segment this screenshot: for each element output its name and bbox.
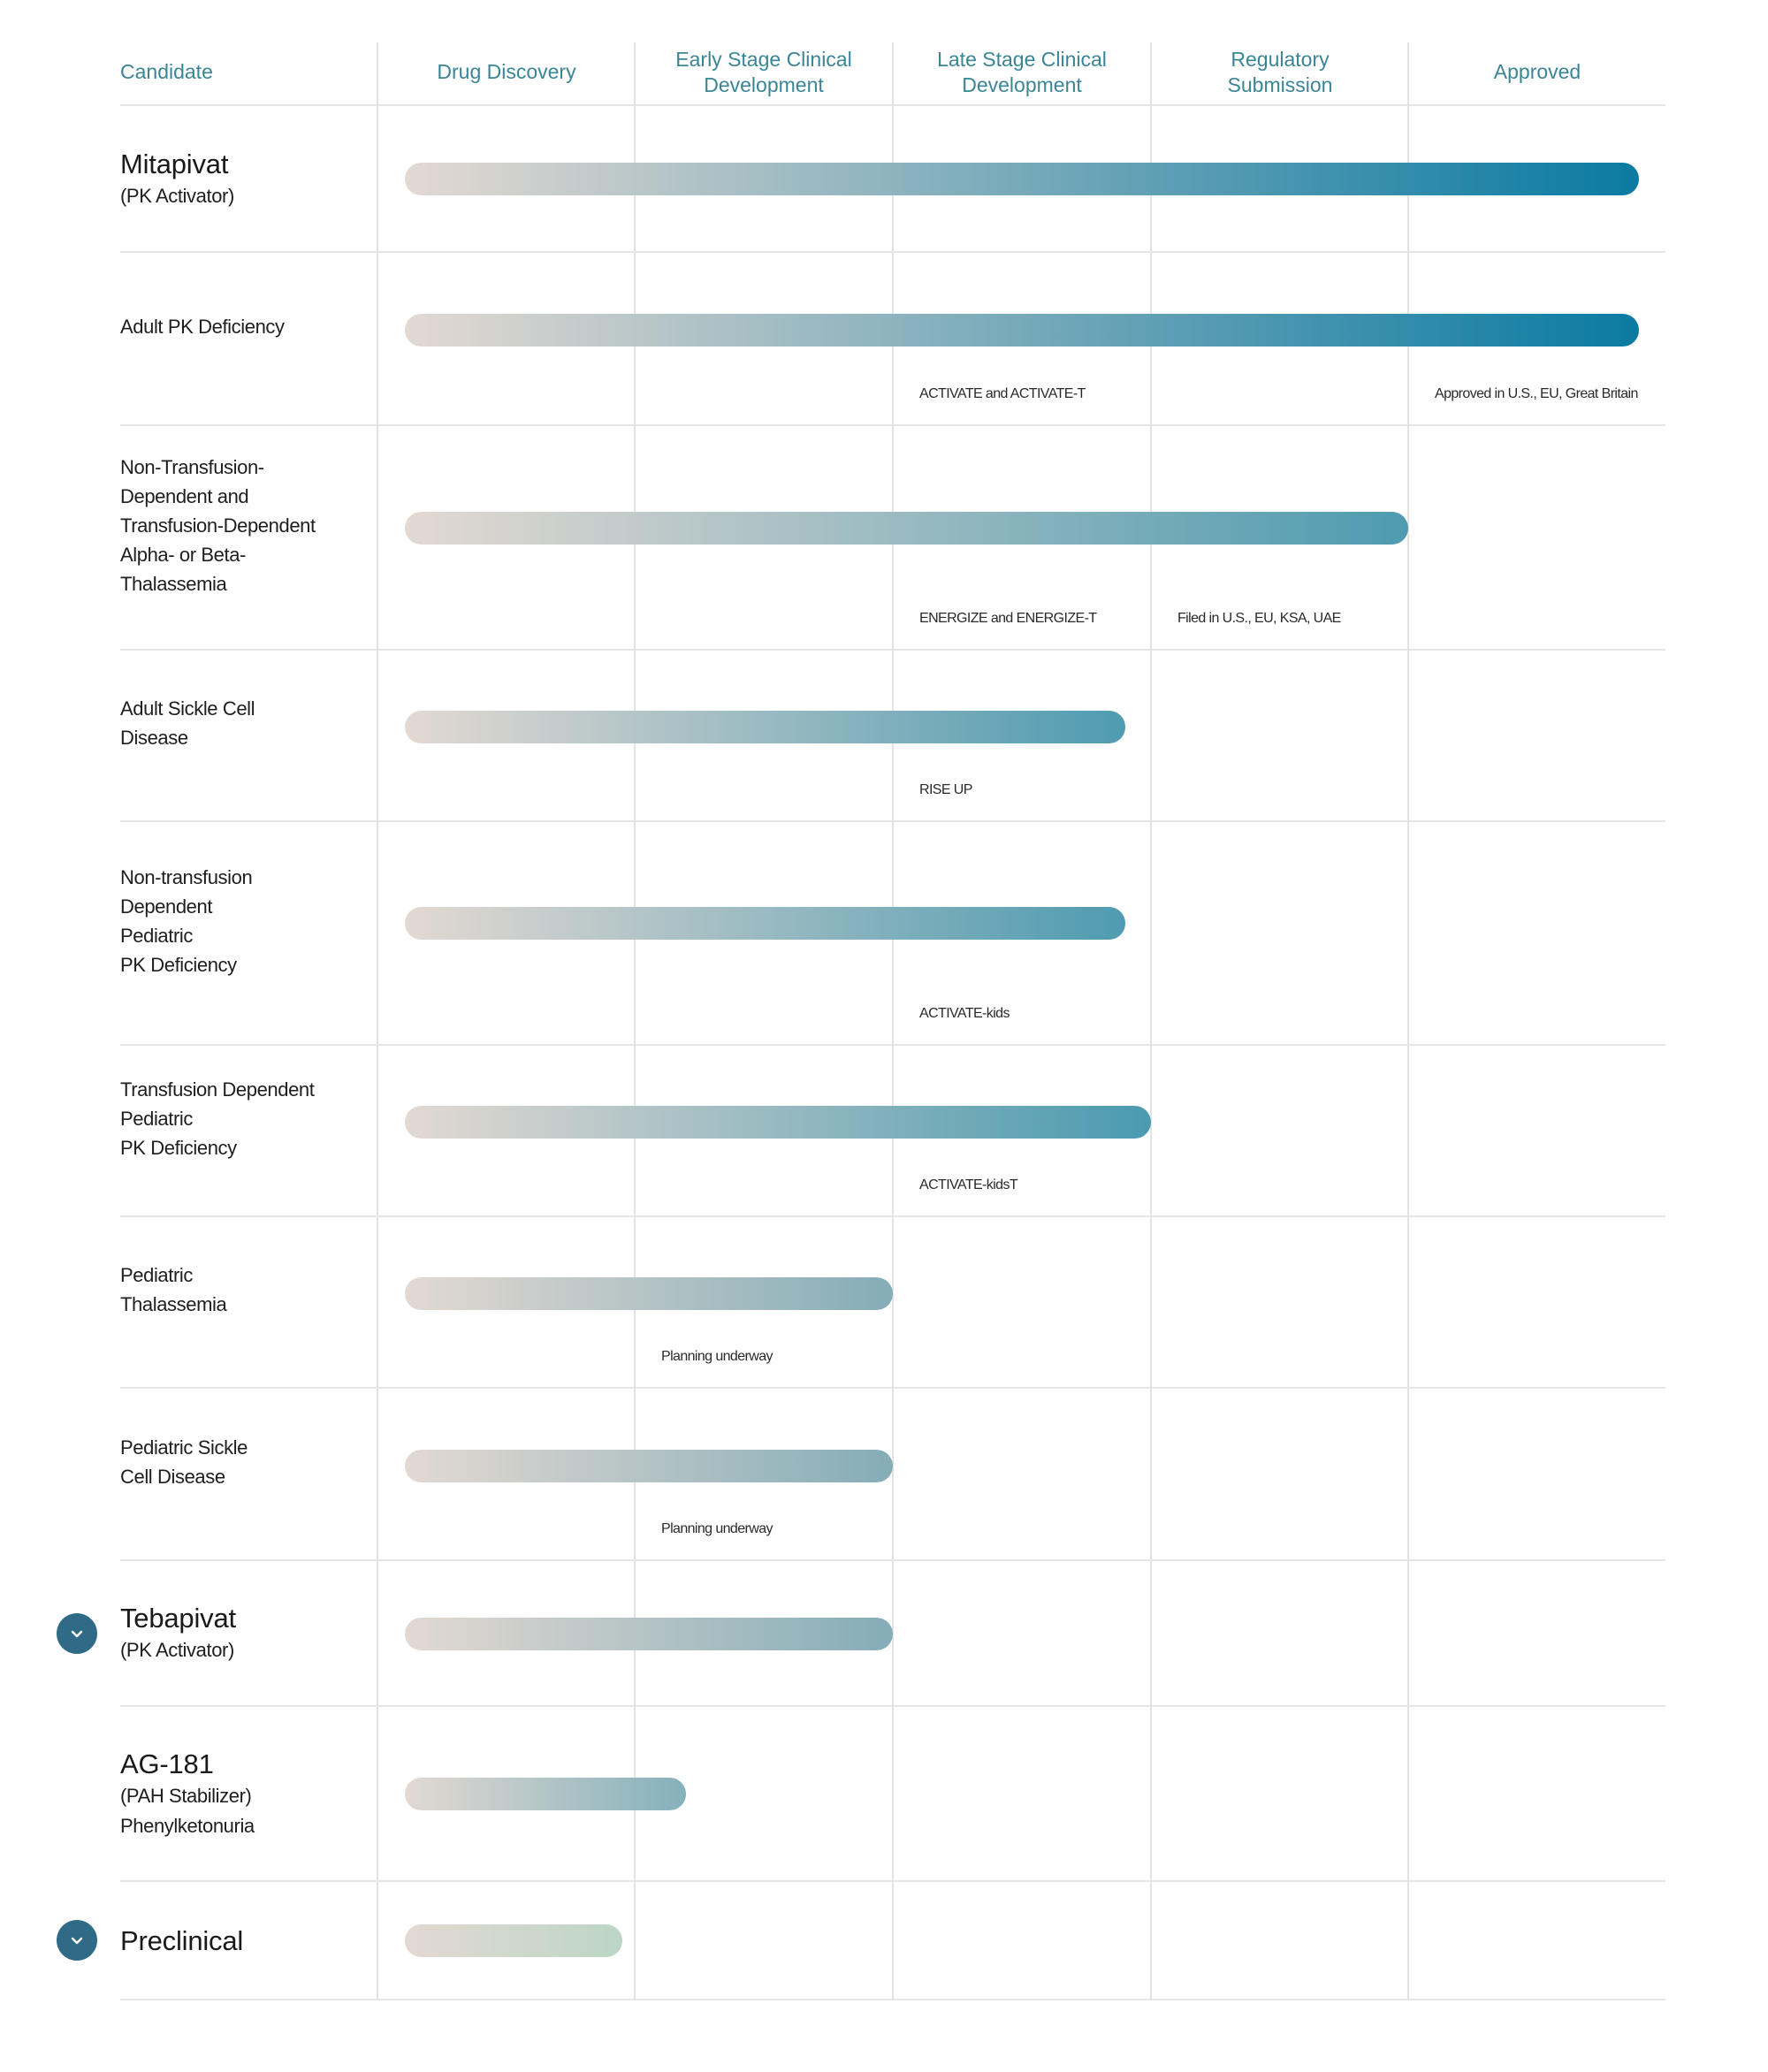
trial-note: Approved in U.S., EU, Great Britain: [1435, 386, 1638, 401]
grid-column-line: [1407, 42, 1409, 2000]
chevron-down-icon: [71, 1630, 83, 1637]
trial-note: RISE UP: [919, 782, 972, 797]
candidate-name: Preclinical: [120, 1924, 244, 1956]
row-label: Pediatric Thalassemia: [120, 1261, 227, 1319]
column-header-stage: Drug Discovery: [437, 60, 576, 83]
pipeline-progress-bar: [405, 907, 1125, 941]
row-label: Preclinical: [120, 1923, 243, 1958]
candidate-name: AG-181: [120, 1748, 214, 1779]
column-header-candidate: Candidate: [120, 60, 213, 83]
indication-label-line: Alpha- or Beta-: [120, 543, 246, 566]
row-divider: [120, 649, 1665, 651]
grid-column-line: [892, 42, 894, 2000]
row-divider: [120, 104, 1665, 106]
row-label: Pediatric Sickle Cell Disease: [120, 1433, 248, 1491]
row-label: Mitapivat (PK Activator): [120, 147, 234, 211]
row-divider: [120, 251, 1665, 253]
row-label: Adult Sickle Cell Disease: [120, 694, 255, 752]
pipeline-progress-bar: [405, 314, 1639, 347]
indication-label-line: Pediatric: [120, 924, 193, 947]
chevron-down-icon: [71, 1937, 83, 1945]
expand-toggle[interactable]: [57, 1920, 97, 1961]
indication-label-line: Transfusion Dependent: [120, 1078, 315, 1101]
expand-toggle[interactable]: [57, 1612, 97, 1654]
indication-label-line: Pediatric: [120, 1107, 193, 1130]
row-label: Tebapivat (PK Activator): [120, 1601, 236, 1665]
indication-label-line: Pediatric Sickle: [120, 1436, 248, 1459]
indication-label-line: Non-Transfusion-: [120, 455, 264, 478]
indication-label-line: Dependent and: [120, 484, 249, 507]
indication-label-line: Adult Sickle Cell: [120, 697, 255, 720]
candidate-name: Mitapivat: [120, 148, 229, 179]
trial-note: Planning underway: [661, 1349, 774, 1364]
indication-label-line: Dependent: [120, 895, 213, 918]
pipeline-progress-bar: [405, 1449, 893, 1482]
pipeline-progress-bar: [405, 711, 1125, 744]
trial-note: ENERGIZE and ENERGIZE-T: [919, 611, 1097, 626]
pipeline-progress-bar: [405, 163, 1639, 195]
candidate-name: Tebapivat: [120, 1603, 236, 1634]
candidate-mechanism: (PK Activator): [120, 1639, 234, 1661]
row-divider: [120, 1387, 1665, 1389]
row-divider: [120, 1880, 1665, 1882]
pipeline-progress-bar: [405, 1924, 623, 1957]
grid-column-line: [634, 42, 636, 2000]
indication-label-line: Cell Disease: [120, 1465, 225, 1488]
trial-note: ACTIVATE-kidsT: [919, 1177, 1018, 1192]
row-divider: [120, 820, 1665, 822]
row-divider: [120, 1215, 1665, 1217]
candidate-mechanism: (PAH Stabilizer): [120, 1784, 252, 1807]
indication-label-line: Pediatric: [120, 1264, 193, 1286]
indication-label-line: Transfusion-Dependent: [120, 514, 316, 537]
trial-note: ACTIVATE-kids: [919, 1006, 1010, 1021]
trial-note: Planning underway: [661, 1521, 774, 1536]
trial-note: Filed in U.S., EU, KSA, UAE: [1177, 611, 1341, 626]
indication-label-line: Thalassemia: [120, 1293, 227, 1315]
row-label: Non-transfusion Dependent Pediatric PK Defi…: [120, 863, 253, 979]
grid-column-line: [1150, 42, 1152, 2000]
grid-column-line: [377, 42, 378, 2000]
indication-label-line: Adult PK Deficiency: [120, 315, 285, 338]
pipeline-progress-bar: [405, 511, 1408, 545]
column-header-stage: Approved: [1493, 60, 1581, 83]
indication-label-line: Disease: [120, 727, 188, 749]
column-header-stage: Early Stage Clinical Development: [675, 47, 852, 96]
row-label: Transfusion Dependent Pediatric PK Deficie…: [120, 1075, 315, 1162]
column-header-stage: Regulatory Submission: [1227, 47, 1333, 96]
column-header-stage: Late Stage Clinical Development: [937, 47, 1107, 96]
row-divider: [120, 424, 1665, 426]
pipeline-progress-bar: [405, 1106, 1151, 1139]
row-label: AG-181 (PAH Stabilizer) Phenylketonuria: [120, 1747, 255, 1841]
row-label: Adult PK Deficiency: [120, 312, 285, 341]
row-divider: [120, 1559, 1665, 1561]
indication-label-line: Non-transfusion: [120, 865, 253, 888]
row-divider: [120, 1999, 1665, 2000]
indication-label-line: Thalassemia: [120, 572, 227, 595]
row-label: Non-Transfusion- Dependent and Transfusion…: [120, 453, 316, 598]
indication-label-line: PK Deficiency: [120, 953, 237, 976]
candidate-indication: Phenylketonuria: [120, 1814, 255, 1837]
candidate-mechanism: (PK Activator): [120, 184, 234, 207]
row-divider: [120, 1705, 1665, 1707]
pipeline-progress-bar: [405, 1617, 893, 1650]
row-divider: [120, 1044, 1665, 1046]
trial-note: ACTIVATE and ACTIVATE-T: [919, 386, 1086, 401]
indication-label-line: PK Deficiency: [120, 1136, 237, 1159]
pipeline-progress-bar: [405, 1778, 687, 1810]
pipeline-progress-bar: [405, 1277, 893, 1311]
